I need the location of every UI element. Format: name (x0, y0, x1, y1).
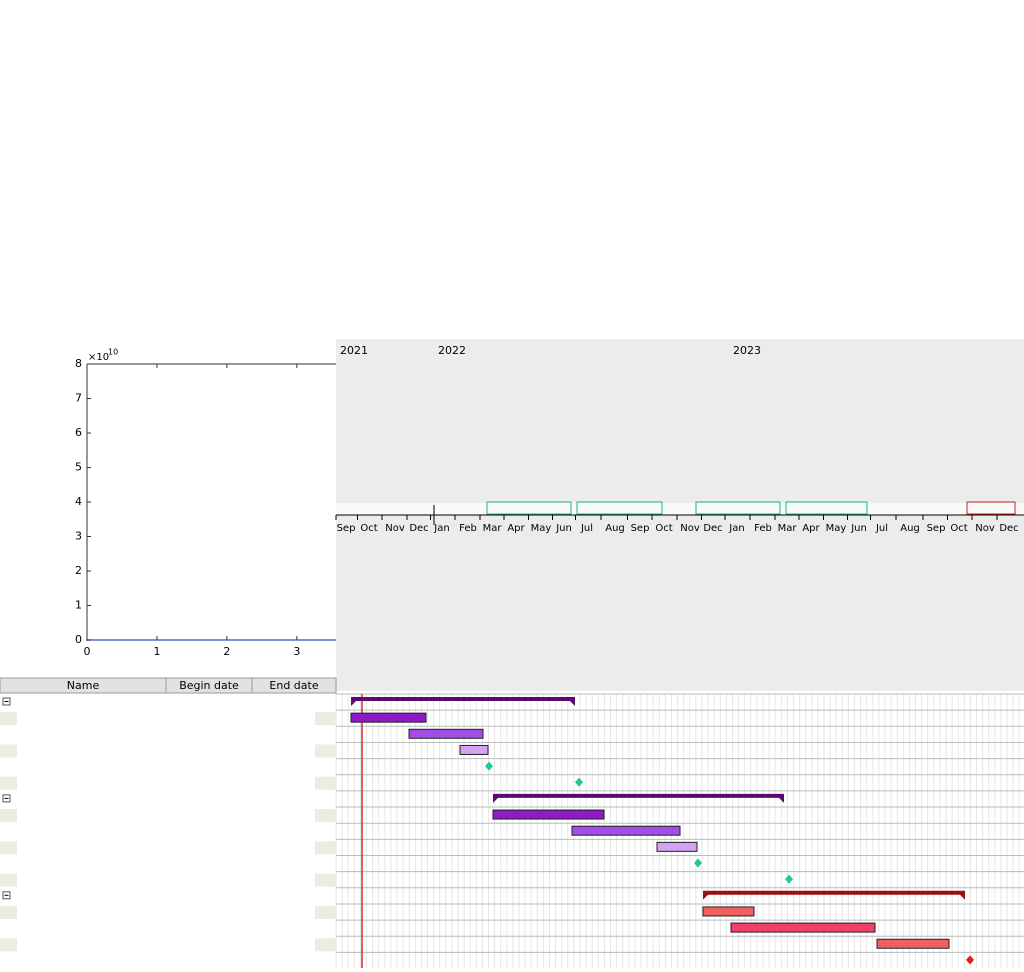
month-label: Oct (360, 523, 377, 534)
milestone[interactable] (966, 955, 974, 965)
overview-band (336, 503, 1024, 515)
row-cell (0, 744, 17, 758)
task-bar[interactable] (876, 938, 950, 949)
summary-bar[interactable] (351, 697, 575, 706)
month-label: Apr (802, 523, 820, 534)
month-label: Mar (778, 523, 798, 534)
month-label: Apr (507, 523, 525, 534)
y-tick-label: 8 (75, 357, 82, 370)
row-cell (0, 873, 17, 887)
x-tick-label: 0 (84, 645, 91, 658)
row-cell (315, 776, 336, 790)
row-cell (315, 744, 336, 758)
row-cell (315, 712, 336, 726)
month-label: Aug (605, 523, 625, 534)
row-cell (315, 841, 336, 855)
row-cell (0, 712, 17, 726)
x-tick-label: 1 (153, 645, 160, 658)
row-cell (0, 841, 17, 855)
range (486, 501, 572, 515)
month-label: Feb (459, 523, 477, 534)
month-label: Jun (555, 523, 572, 534)
task-bar[interactable] (459, 744, 489, 755)
task-bar[interactable] (702, 906, 755, 917)
month-label: Sep (927, 523, 946, 534)
row-cell (0, 776, 17, 790)
month-label: Nov (680, 523, 700, 534)
y-tick-label: 0 (75, 633, 82, 646)
exponent-power: 10 (108, 348, 118, 357)
x-tick-label: 3 (293, 645, 300, 658)
month-label: Sep (631, 523, 650, 534)
task-bar[interactable] (571, 825, 681, 836)
task-bar[interactable] (350, 712, 427, 723)
milestone[interactable] (694, 858, 702, 868)
month-label: May (531, 523, 552, 534)
month-label: Jan (728, 523, 744, 534)
row-cell (0, 905, 17, 919)
month-label: Jul (875, 523, 888, 534)
row-cell (315, 905, 336, 919)
month-label: Sep (337, 523, 356, 534)
year-label: 2022 (438, 344, 466, 357)
task-bar[interactable] (656, 841, 698, 852)
row-cell (315, 938, 336, 952)
year-label: 2023 (733, 344, 761, 357)
month-label: Aug (900, 523, 920, 534)
month-label: Nov (975, 523, 995, 534)
month-label: Dec (409, 523, 428, 534)
month-label: Jan (433, 523, 449, 534)
summary-bar[interactable] (493, 793, 784, 803)
range (966, 501, 1016, 515)
row-cell (315, 873, 336, 887)
range (785, 501, 868, 515)
range (695, 501, 781, 515)
y-tick-label: 5 (75, 461, 82, 474)
milestone[interactable] (575, 777, 583, 787)
y-tick-label: 7 (75, 392, 82, 405)
month-label: Jun (850, 523, 867, 534)
milestone[interactable] (785, 874, 793, 884)
month-label: May (826, 523, 847, 534)
task-bar[interactable] (730, 922, 876, 933)
month-label: Mar (483, 523, 503, 534)
summary-bar[interactable] (703, 890, 965, 900)
range (576, 501, 663, 515)
month-label: Nov (385, 523, 405, 534)
year-label: 2021 (340, 344, 368, 357)
exponent-base: ×10 (88, 352, 109, 363)
x-tick-label: 2 (223, 645, 230, 658)
gantt (0, 693, 1024, 970)
month-label: Jul (580, 523, 593, 534)
y-tick-label: 6 (75, 426, 82, 439)
row-cell (0, 809, 17, 823)
row-cell (315, 809, 336, 823)
y-tick-label: 4 (75, 495, 82, 508)
month-label: Oct (655, 523, 672, 534)
y-tick-label: 3 (75, 530, 82, 543)
y-tick-label: 2 (75, 564, 82, 577)
column-header[interactable]: End date (269, 679, 318, 692)
month-label: Oct (950, 523, 967, 534)
column-header[interactable]: Begin date (179, 679, 239, 692)
month-label: Feb (754, 523, 772, 534)
month-label: Dec (999, 523, 1018, 534)
milestone[interactable] (485, 761, 493, 771)
overview-ranges (486, 501, 1016, 515)
task-bar[interactable] (492, 809, 605, 820)
column-header[interactable]: Name (67, 679, 100, 692)
task-bar[interactable] (408, 728, 484, 739)
month-label: Dec (703, 523, 722, 534)
y-tick-label: 1 (75, 599, 82, 612)
row-cell (0, 938, 17, 952)
